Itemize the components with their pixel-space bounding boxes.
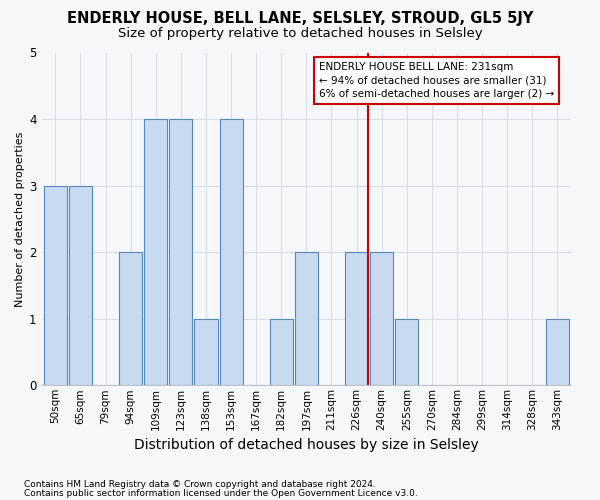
X-axis label: Distribution of detached houses by size in Selsley: Distribution of detached houses by size … bbox=[134, 438, 479, 452]
Bar bbox=[169, 119, 193, 386]
Text: Contains public sector information licensed under the Open Government Licence v3: Contains public sector information licen… bbox=[24, 488, 418, 498]
Text: Contains HM Land Registry data © Crown copyright and database right 2024.: Contains HM Land Registry data © Crown c… bbox=[24, 480, 376, 489]
Bar bbox=[220, 119, 242, 386]
Y-axis label: Number of detached properties: Number of detached properties bbox=[15, 131, 25, 306]
Text: ENDERLY HOUSE BELL LANE: 231sqm
← 94% of detached houses are smaller (31)
6% of : ENDERLY HOUSE BELL LANE: 231sqm ← 94% of… bbox=[319, 62, 554, 99]
Bar bbox=[395, 318, 418, 386]
Text: ENDERLY HOUSE, BELL LANE, SELSLEY, STROUD, GL5 5JY: ENDERLY HOUSE, BELL LANE, SELSLEY, STROU… bbox=[67, 11, 533, 26]
Bar bbox=[295, 252, 318, 386]
Bar bbox=[144, 119, 167, 386]
Bar bbox=[44, 186, 67, 386]
Bar bbox=[119, 252, 142, 386]
Text: Size of property relative to detached houses in Selsley: Size of property relative to detached ho… bbox=[118, 28, 482, 40]
Bar bbox=[546, 318, 569, 386]
Bar bbox=[270, 318, 293, 386]
Bar bbox=[194, 318, 218, 386]
Bar bbox=[69, 186, 92, 386]
Bar bbox=[345, 252, 368, 386]
Bar bbox=[370, 252, 393, 386]
